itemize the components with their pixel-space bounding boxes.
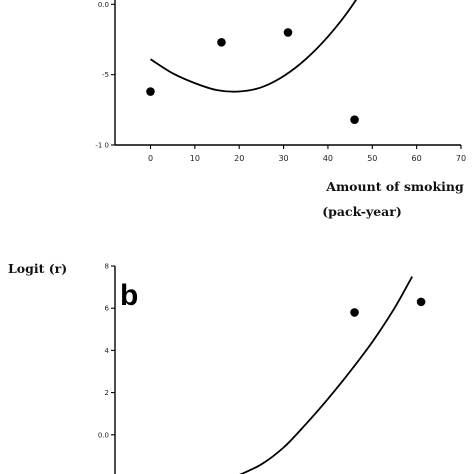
fitted-curve [239,276,413,474]
x-tick-label: 60 [412,154,422,163]
data-point [350,308,359,317]
y-tick-label: 8 [105,263,109,271]
x-axis-title: Amount of smoking [325,179,464,194]
x-tick-label: 20 [234,154,244,163]
y-tick-label: 4 [105,347,110,355]
x-tick-label: 30 [278,154,288,163]
data-point [416,297,426,307]
data-point [217,38,226,47]
fitted-curve [150,0,358,93]
y-tick-label: 2 [105,389,109,397]
y-tick-label: -5 [102,71,109,79]
panel-b: 8 6 4 2 0.0 Logit (r) b [8,261,426,474]
y-tick-label: 0.0 [98,1,109,9]
panel-label: b [120,279,138,312]
y-tick-label: 6 [105,305,110,313]
x-tick-label: 40 [323,154,333,163]
y-tick-label: -1 0 [95,142,109,150]
data-point [350,115,359,124]
x-tick-label: 70 [456,154,466,163]
data-point [146,87,155,96]
y-axis-title: Logit (r) [8,261,67,276]
panel-a: 0.0 -5 -1 0 0 10 20 30 40 50 60 70 Amount of smokin… [95,0,466,219]
x-tick-label: 10 [190,154,200,163]
data-point [283,28,293,37]
x-axis-unit: (pack-year) [322,204,402,219]
y-tick-label: 0.0 [98,431,109,439]
x-tick-label: 0 [148,154,153,163]
x-tick-label: 50 [367,154,377,163]
